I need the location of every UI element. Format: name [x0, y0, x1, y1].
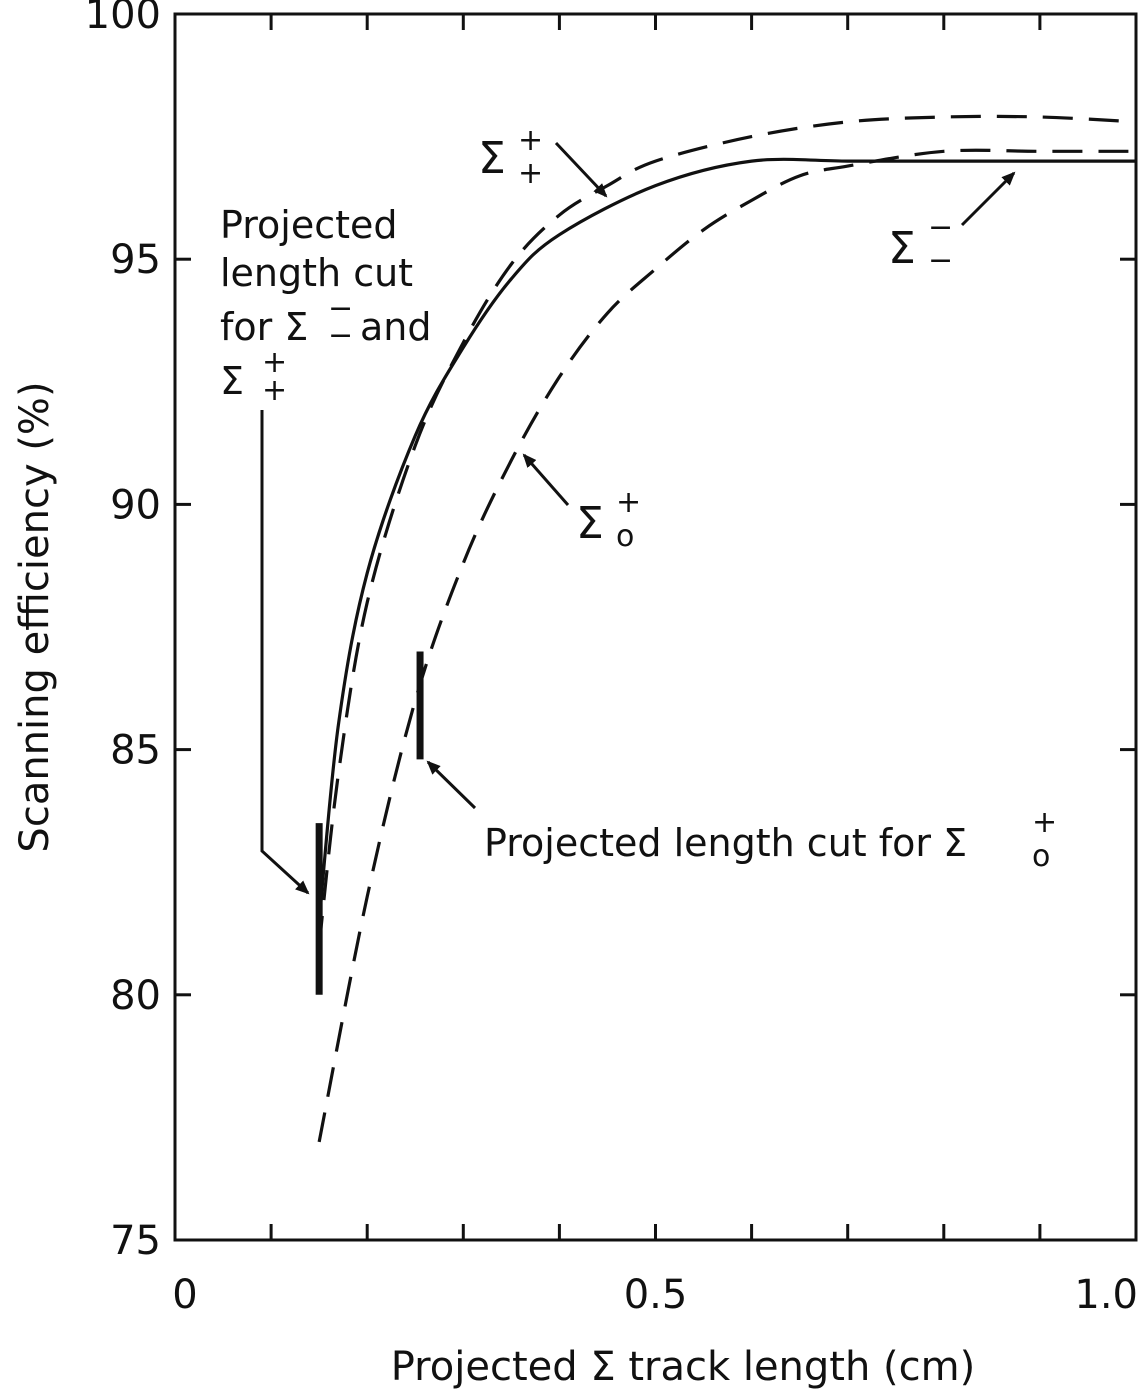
annotation-arrow-cut-sigma-minus-and-plus [260, 410, 310, 895]
annotation-cut-sym2-sub: + [262, 373, 287, 408]
y-tick-label: 100 [85, 0, 161, 38]
annotation-cut-sym2-sup: + [262, 345, 287, 380]
annotation-cut-sigma-plus-zero-sub: o [1032, 839, 1050, 874]
annotation-sigma-minus-minus: Σ − − [888, 171, 1016, 278]
annotation-arrow-sigma-plus-zero [522, 453, 570, 506]
annotation-sigma-plus-plus-symbol: Σ [478, 133, 506, 184]
series-line-0 [317, 157, 1136, 922]
x-tick-label: 1.0 [1074, 1272, 1138, 1318]
annotation-sigma-plus-zero-sub: o [616, 519, 634, 554]
x-tick-label: 0 [172, 1272, 197, 1318]
series-line-2 [317, 148, 1136, 1143]
series-line-1 [317, 114, 1137, 946]
annotation-cut-sigma-minus-and-plus: Projected length cut for Σ − − and Σ + + [220, 203, 432, 895]
annotation-cut-line-1: Projected [220, 203, 398, 247]
plot-frame [173, 12, 1138, 1242]
annotation-cut-sigma-plus-zero-sup: + [1032, 805, 1057, 840]
annotation-sigma-plus-plus: Σ + + [478, 123, 608, 198]
y-tick-label: 95 [110, 237, 161, 283]
annotation-sigma-plus-plus-sub: + [518, 156, 543, 191]
ticks-layer: 75 80 85 90 95 100 0 0.5 1.0 [85, 0, 1138, 1318]
y-tick-label: 75 [110, 1218, 161, 1264]
annotation-sigma-minus-minus-sub: − [928, 243, 953, 278]
annotation-arrow-sigma-plus-plus [554, 141, 608, 198]
annotation-cut-sigma-plus-zero-text: Projected length cut for Σ [484, 821, 967, 865]
annotation-cut-line-3-for: for Σ [220, 305, 308, 349]
y-tick-label: 85 [110, 728, 161, 774]
annotation-cut-line-3-and: and [360, 305, 432, 349]
annotation-sigma-minus-minus-sup: − [928, 210, 953, 245]
annotation-cut-line-2: length cut [220, 251, 413, 295]
annotation-sigma-plus-plus-sup: + [518, 123, 543, 158]
annotation-cut-sym1-sup: − [328, 291, 353, 326]
annotation-cut-line-4: Σ [220, 359, 244, 403]
y-tick-label: 80 [110, 973, 161, 1019]
annotation-cut-sym1-sub: − [328, 318, 353, 353]
y-tick-label: 90 [110, 482, 161, 528]
annotation-sigma-minus-minus-symbol: Σ [888, 223, 916, 274]
annotation-arrow-sigma-minus-minus [960, 171, 1016, 227]
annotation-sigma-plus-zero-symbol: Σ [576, 498, 604, 549]
y-axis-title: Scanning efficiency (%) [12, 381, 58, 852]
annotation-arrow-cut-sigma-plus-zero [426, 760, 477, 810]
annotation-cut-sigma-plus-zero: Projected length cut for Σ + o [426, 760, 1057, 874]
annotation-sigma-plus-zero: Σ + o [522, 453, 641, 554]
annotation-sigma-plus-zero-sup: + [616, 485, 641, 520]
x-axis-title: Projected Σ track length (cm) [391, 1344, 975, 1390]
series-layer [317, 114, 1137, 1143]
x-tick-label: 0.5 [624, 1272, 688, 1318]
cut-markers-layer [315, 651, 424, 995]
